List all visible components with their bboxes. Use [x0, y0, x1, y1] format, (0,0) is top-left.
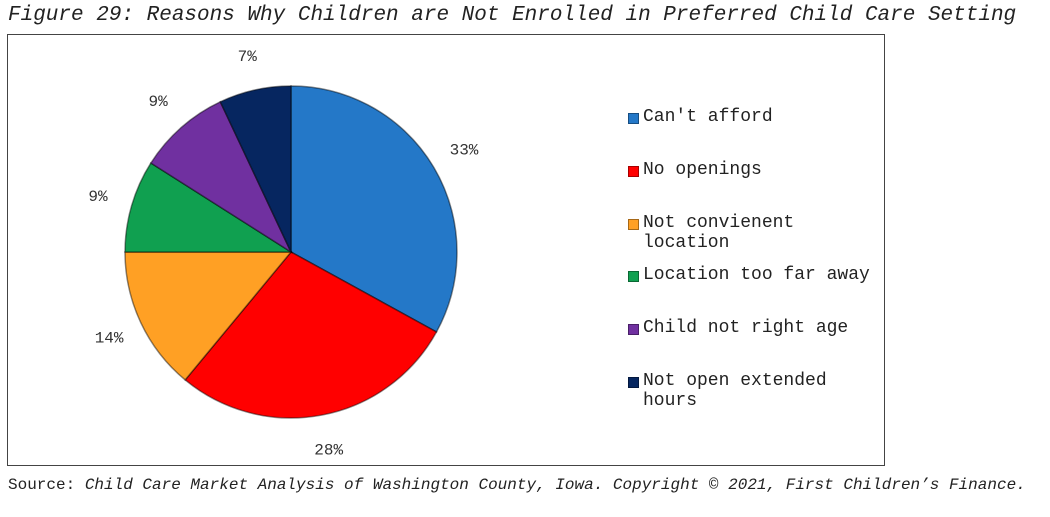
legend-item-6: Not open extended hours [628, 371, 875, 411]
pie-label-3: 14% [95, 330, 124, 348]
legend-swatch [628, 324, 639, 335]
source-prefix: Source: [8, 476, 85, 494]
legend-label: Not convienent location [643, 213, 795, 253]
pie-slice-6 [219, 85, 292, 253]
legend-swatch [628, 377, 639, 388]
legend-item-5: Child not right age [628, 318, 875, 338]
source-note: Source: Child Care Market Analysis of Wa… [8, 474, 1038, 497]
pie-slice-3 [124, 251, 293, 381]
legend-item-1: Can't afford [628, 107, 875, 127]
pie-label-6: 7% [238, 48, 258, 66]
legend-label: Child not right age [643, 318, 849, 338]
legend-label: Can't afford [643, 107, 773, 127]
figure-title: Figure 29: Reasons Why Children are Not … [8, 4, 1017, 27]
legend-item-4: Location too far away [628, 265, 875, 285]
chart-frame: 33% 28% 14% 9% 9% 7% Can't afford No openings N… [7, 34, 885, 466]
legend-swatch [628, 166, 639, 177]
legend-item-3: Not convienent location [628, 213, 875, 253]
source-citation: Child Care Market Analysis of Washington… [84, 476, 1026, 494]
legend-label: Location too far away [643, 265, 870, 285]
pie-label-4: 9% [88, 188, 108, 206]
pie-slice-5 [149, 100, 293, 255]
pie-slice-1 [290, 85, 458, 333]
legend-label: No openings [643, 160, 762, 180]
pie-label-5: 9% [148, 93, 168, 111]
legend-swatch [628, 219, 639, 230]
legend-swatch [628, 271, 639, 282]
legend-label: Not open extended hours [643, 371, 827, 411]
pie-chart: 33% 28% 14% 9% 9% 7% [88, 48, 478, 460]
pie-label-2: 28% [314, 441, 343, 459]
pie-slice-4 [124, 162, 294, 253]
pie-slices [124, 85, 458, 419]
pie-label-1: 33% [450, 142, 479, 160]
legend-item-2: No openings [628, 160, 875, 180]
pie-slice-2 [184, 251, 438, 419]
pie-labels: 33% 28% 14% 9% 9% 7% [88, 48, 478, 460]
legend-swatch [628, 113, 639, 124]
